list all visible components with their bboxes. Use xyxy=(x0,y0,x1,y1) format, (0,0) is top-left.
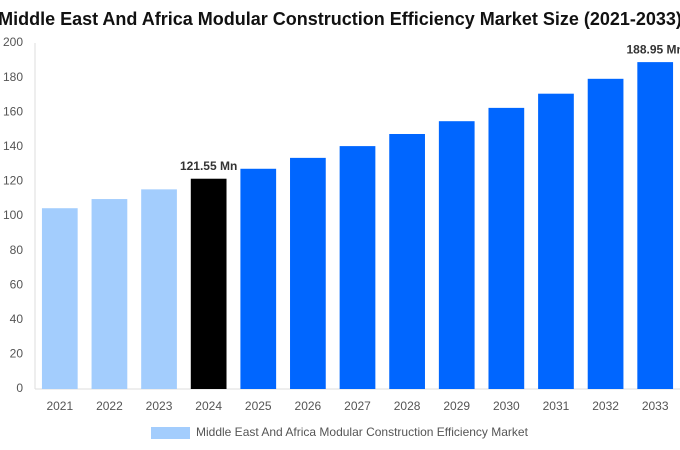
y-tick-label: 80 xyxy=(10,243,24,257)
bar xyxy=(290,157,326,389)
y-tick-label: 160 xyxy=(3,104,23,118)
y-tick-label: 140 xyxy=(3,139,23,153)
legend-swatch xyxy=(151,427,190,439)
bar xyxy=(41,208,78,389)
bar xyxy=(587,78,624,389)
legend-label: Middle East And Africa Modular Construct… xyxy=(196,425,529,439)
bar xyxy=(190,178,227,389)
x-tick-label: 2027 xyxy=(344,399,371,413)
data-label: 121.55 Mn xyxy=(180,159,237,173)
x-tick-label: 2028 xyxy=(394,399,421,413)
x-tick-label: 2024 xyxy=(195,399,222,413)
bar xyxy=(141,189,177,389)
bar xyxy=(637,62,674,389)
chart-title: Middle East And Africa Modular Construct… xyxy=(0,9,680,29)
x-tick-label: 2025 xyxy=(245,399,272,413)
bar xyxy=(538,93,574,390)
bar xyxy=(91,199,128,389)
y-tick-label: 60 xyxy=(10,277,24,291)
x-tick-label: 2026 xyxy=(295,399,322,413)
data-label: 188.95 Mn xyxy=(627,42,680,56)
y-tick-label: 200 xyxy=(3,35,23,49)
y-tick-label: 120 xyxy=(3,174,23,188)
bar xyxy=(488,107,525,389)
y-tick-label: 180 xyxy=(3,70,23,84)
bar xyxy=(240,168,277,389)
x-tick-label: 2030 xyxy=(493,399,520,413)
bar xyxy=(339,146,376,389)
y-tick-label: 20 xyxy=(10,347,24,361)
y-tick-label: 100 xyxy=(3,208,23,222)
y-tick-label: 40 xyxy=(10,312,24,326)
bar xyxy=(389,133,425,389)
x-tick-label: 2031 xyxy=(543,399,570,413)
x-tick-label: 2021 xyxy=(46,399,73,413)
x-tick-label: 2033 xyxy=(642,399,669,413)
bar xyxy=(438,121,475,390)
x-tick-label: 2029 xyxy=(443,399,470,413)
x-tick-label: 2023 xyxy=(146,399,173,413)
x-tick-label: 2032 xyxy=(592,399,619,413)
y-tick-label: 0 xyxy=(16,381,23,395)
x-tick-label: 2022 xyxy=(96,399,123,413)
